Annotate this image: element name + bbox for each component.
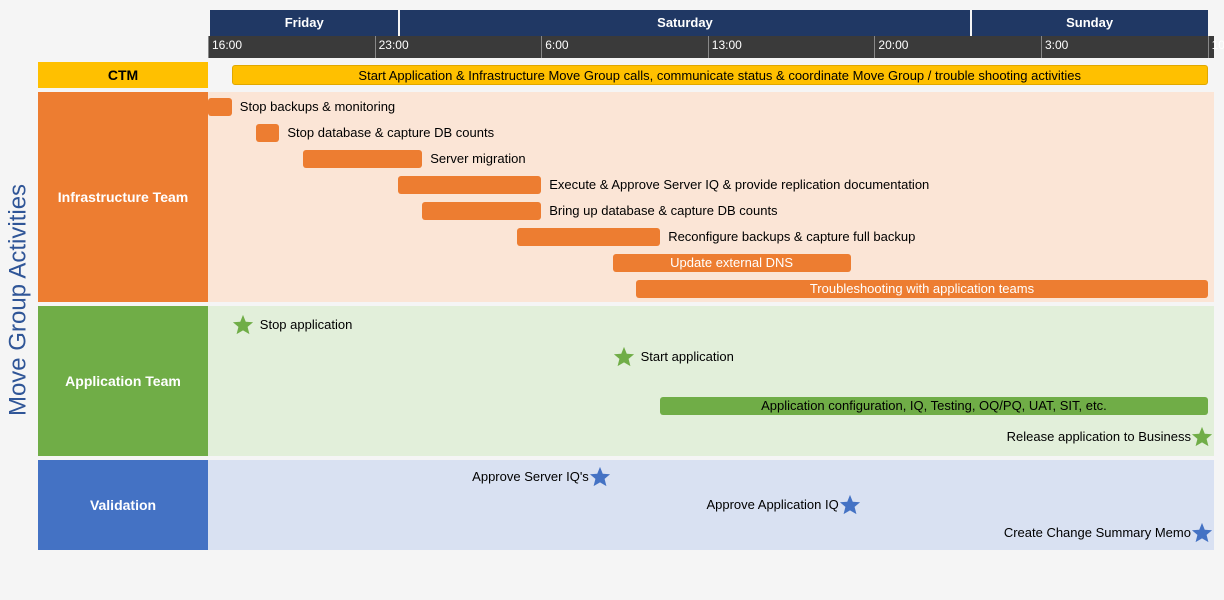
hour-bar: 16:00 23:00 6:00 13:00 20:00 3:00 10:00 (208, 36, 1214, 58)
infra-task-bar (256, 124, 280, 142)
app-star-label: Stop application (260, 314, 353, 336)
day-header-cell: Sunday (970, 10, 1208, 36)
hour-tick: 13:00 (708, 36, 709, 58)
lane-app-body: Stop application Start application Applica… (208, 306, 1214, 456)
lane-infra-body: Stop backups & monitoring Stop database &… (208, 92, 1214, 302)
hour-tick-label: 23:00 (379, 38, 409, 52)
infra-task-bar (208, 98, 232, 116)
infra-task-bar (398, 176, 541, 194)
infra-task-bar: Update external DNS (613, 254, 851, 272)
hour-tick: 3:00 (1041, 36, 1042, 58)
infra-task-bar (517, 228, 660, 246)
infra-task-label: Bring up database & capture DB counts (549, 202, 777, 220)
lane-val-body: Approve Server IQ's Approve Application I… (208, 460, 1214, 550)
hour-tick: 16:00 (208, 36, 209, 58)
infra-task-label: Stop database & capture DB counts (287, 124, 494, 142)
infra-task-label: Reconfigure backups & capture full backu… (668, 228, 915, 246)
hour-tick-label: 6:00 (545, 38, 568, 52)
hour-header-row: 16:00 23:00 6:00 13:00 20:00 3:00 10:00 (38, 36, 1214, 58)
day-header-cell: Saturday (398, 10, 969, 36)
val-star-label: Create Change Summary Memo (1004, 522, 1191, 544)
hour-tick-label: 13:00 (712, 38, 742, 52)
header-spacer (38, 10, 208, 36)
app-star-icon (613, 346, 635, 368)
lane-val: Validation Approve Server IQ's Approve Ap… (38, 460, 1214, 550)
hour-tick-label: 16:00 (212, 38, 242, 52)
app-star-label: Start application (641, 346, 734, 368)
lane-infra: Infrastructure Team Stop backups & monit… (38, 92, 1214, 302)
lane-val-label: Validation (38, 460, 208, 550)
app-star-icon (232, 314, 254, 336)
app-star-label: Release application to Business (1007, 426, 1191, 448)
lane-ctm: CTM Start Application & Infrastructure M… (38, 62, 1214, 88)
val-star-icon (1191, 522, 1213, 544)
lane-app: Application Team Stop application Start a… (38, 306, 1214, 456)
day-header-cell: Friday (208, 10, 398, 36)
infra-task-bar: Troubleshooting with application teams (636, 280, 1207, 298)
hour-tick-label: 3:00 (1045, 38, 1068, 52)
val-star-label: Approve Server IQ's (472, 466, 589, 488)
hour-tick: 10:00 (1208, 36, 1209, 58)
timeline-grid: FridaySaturdaySunday 16:00 23:00 6:00 13:00… (38, 10, 1214, 590)
app-star-icon (1191, 426, 1213, 448)
val-star-icon (839, 494, 861, 516)
infra-task-label: Execute & Approve Server IQ & provide re… (549, 176, 929, 194)
hour-tick-label: 20:00 (878, 38, 908, 52)
infra-task-bar (303, 150, 422, 168)
lane-infra-label: Infrastructure Team (38, 92, 208, 302)
hour-spacer (38, 36, 208, 58)
lane-ctm-body: Start Application & Infrastructure Move … (208, 62, 1214, 88)
infra-task-bar (422, 202, 541, 220)
page-title: Move Group Activities (5, 184, 33, 416)
val-star-icon (589, 466, 611, 488)
hour-tick: 20:00 (874, 36, 875, 58)
hour-tick: 23:00 (375, 36, 376, 58)
hour-tick: 6:00 (541, 36, 542, 58)
infra-task-label: Server migration (430, 150, 525, 168)
app-task-bar: Application configuration, IQ, Testing, … (660, 397, 1207, 415)
lane-ctm-label: CTM (38, 62, 208, 88)
ctm-bar: Start Application & Infrastructure Move … (232, 65, 1208, 85)
lane-app-label: Application Team (38, 306, 208, 456)
day-header-content: FridaySaturdaySunday (208, 10, 1214, 36)
day-header-row: FridaySaturdaySunday (38, 10, 1214, 36)
val-star-label: Approve Application IQ (706, 494, 838, 516)
infra-task-label: Stop backups & monitoring (240, 98, 395, 116)
hour-tick-label: 10:00 (1212, 38, 1224, 52)
